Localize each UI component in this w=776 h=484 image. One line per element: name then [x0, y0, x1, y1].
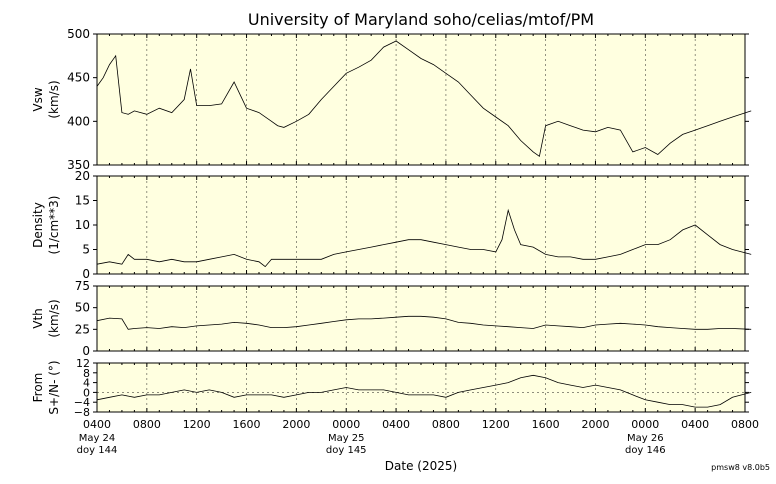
- x-tick-label: 0400: [681, 418, 709, 431]
- panel-background: [96, 33, 746, 166]
- x-tick-label: 2000: [282, 418, 310, 431]
- y-tick-label: 5: [82, 243, 90, 257]
- y-tick-label: 450: [67, 71, 90, 85]
- x-axis-label: Date (2025): [385, 459, 457, 473]
- x-tick-label: 0400: [382, 418, 410, 431]
- x-tick-label: 0800: [731, 418, 759, 431]
- panel-background: [96, 362, 746, 413]
- date-label: May 24: [79, 433, 116, 444]
- y-tick-label: 25: [75, 322, 90, 336]
- data-trace: [96, 374, 752, 408]
- date-label: May 26: [627, 433, 664, 444]
- x-tick-label: 1600: [233, 418, 261, 431]
- y-tick-label: 0: [82, 344, 90, 358]
- y-axis-unit: (km/s): [47, 299, 61, 337]
- chart-title: University of Maryland soho/celias/mtof/…: [248, 10, 594, 29]
- y-axis-unit: (1/cm**3): [47, 196, 61, 255]
- doy-label: doy 144: [77, 445, 118, 456]
- panel-1: 350 400 450 500 Vsw (km/s): [31, 27, 752, 172]
- y-tick-label: 20: [75, 169, 90, 183]
- data-trace: [96, 315, 752, 330]
- y-tick-label: 0: [83, 386, 90, 399]
- x-axis: 0400 0800 1200 1600 2000 0000 0400 0800 1200 1600…: [77, 418, 759, 456]
- x-tick-label: 1600: [532, 418, 560, 431]
- y-tick-label: 4: [83, 377, 90, 390]
- x-tick-label: 0400: [83, 418, 111, 431]
- data-trace: [96, 208, 752, 268]
- x-tick-label: 1200: [183, 418, 211, 431]
- y-tick-label: 400: [67, 114, 90, 128]
- panel-background: [96, 175, 746, 275]
- y-axis-label: Vsw: [31, 87, 45, 111]
- y-axis-unit: S+/N- (°): [47, 360, 61, 414]
- y-tick-label: 8: [83, 367, 90, 380]
- panel-background: [96, 285, 746, 352]
- x-tick-label: 0800: [432, 418, 460, 431]
- y-tick-label: 500: [67, 27, 90, 41]
- y-tick-label: 75: [75, 279, 90, 293]
- x-tick-label: 0000: [631, 418, 659, 431]
- y-tick-label: 12: [76, 357, 90, 370]
- y-tick-label: −8: [74, 406, 90, 419]
- x-tick-label: 0800: [133, 418, 161, 431]
- y-tick-label: 50: [75, 301, 90, 315]
- y-tick-label: 10: [75, 218, 90, 232]
- y-tick-label: 0: [82, 267, 90, 281]
- version-label: pmsw8 v8.0b5: [711, 463, 770, 472]
- y-tick-label: 350: [67, 158, 90, 172]
- doy-label: doy 146: [625, 445, 666, 456]
- y-axis-unit: (km/s): [47, 80, 61, 118]
- doy-label: doy 145: [326, 445, 367, 456]
- y-tick-label: −4: [74, 396, 90, 409]
- x-tick-label: 2000: [581, 418, 609, 431]
- x-tick-label: 1200: [482, 418, 510, 431]
- date-label: May 25: [328, 433, 365, 444]
- y-axis-label: From: [31, 373, 45, 403]
- x-tick-label: 0000: [332, 418, 360, 431]
- data-trace: [96, 40, 752, 157]
- y-tick-label: 15: [75, 194, 90, 208]
- panel-2: 0 5 10 15 20 Density (1/cm**3): [31, 169, 752, 281]
- y-axis-label: Vth: [31, 308, 45, 329]
- panel-3: 0 25 50 75 Vth (km/s): [31, 279, 752, 358]
- y-axis-label: Density: [31, 202, 45, 248]
